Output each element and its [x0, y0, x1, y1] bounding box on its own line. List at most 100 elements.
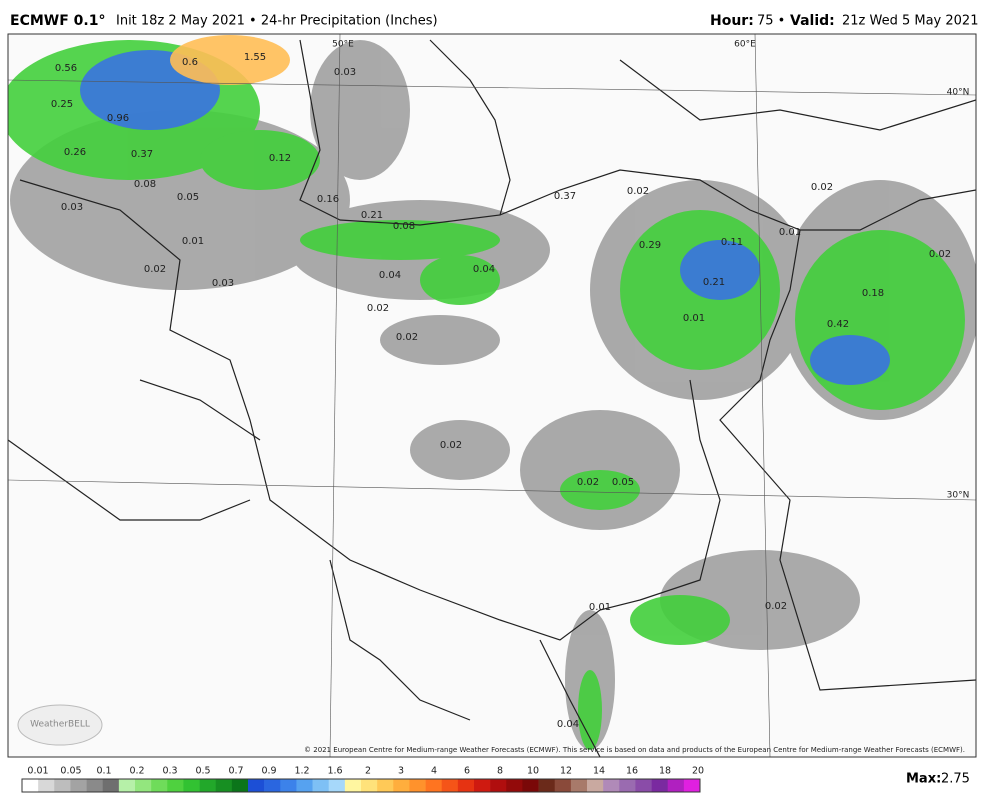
color-swatch	[312, 779, 330, 792]
color-swatch	[441, 779, 459, 792]
color-swatch	[587, 779, 604, 792]
color-swatch	[231, 779, 249, 792]
colorbar: 0.01 0.05 0.1 0.2 0.3 0.5 0.7 0.9 1.2 1.6 2 3 4 6 8 10 1…	[21, 766, 704, 793]
color-swatch	[344, 779, 362, 792]
precip-label: 0.96	[107, 113, 129, 124]
precip-label: 0.01	[779, 227, 801, 238]
color-swatch	[457, 779, 475, 792]
credit: © 2021 European Centre for Medium-range …	[304, 746, 965, 754]
colorbar-tick: 2	[365, 766, 371, 777]
colorbar-tick: 0.05	[60, 766, 81, 777]
color-swatch	[167, 779, 184, 792]
precip-label: 0.05	[612, 477, 634, 488]
color-swatch	[102, 779, 120, 792]
precip-label: 0.6	[182, 57, 198, 68]
precip-label: 0.02	[929, 249, 951, 260]
colorbar-tick: 6	[464, 766, 470, 777]
color-swatch	[199, 779, 217, 792]
color-swatch	[506, 779, 523, 792]
color-swatch	[215, 779, 233, 792]
color-swatch	[38, 779, 55, 792]
precip-label: 0.04	[379, 270, 401, 281]
valid: 21z Wed 5 May 2021	[842, 14, 978, 29]
colorbar-tick: 18	[659, 766, 671, 777]
precip-label: 0.03	[334, 67, 356, 78]
colorbar-tick: 0.5	[195, 766, 210, 777]
colorbar-tick: 0.9	[261, 766, 276, 777]
precip-label: 0.16	[317, 194, 339, 205]
color-swatch	[183, 779, 200, 792]
map-frame	[7, 33, 977, 758]
grid-label: 40°N	[947, 88, 970, 98]
precip-label: 0.02	[627, 186, 649, 197]
colorbar-tick: 1.2	[294, 766, 309, 777]
color-swatch	[86, 779, 104, 792]
precip-label: 0.01	[182, 236, 204, 247]
hour: 75 •	[757, 14, 785, 29]
precip-label: 0.01	[683, 313, 705, 324]
precip-label: 0.21	[703, 277, 725, 288]
precip-label: 0.12	[269, 153, 291, 164]
colorbar-tick: 3	[398, 766, 404, 777]
precip-label: 0.02	[811, 182, 833, 193]
precip-label: 0.02	[440, 440, 462, 451]
borders	[8, 39, 976, 757]
precip-label: 0.03	[212, 278, 234, 289]
precip-label: 0.04	[557, 719, 579, 730]
colorbar-tick: 10	[527, 766, 539, 777]
precip-label: 0.29	[639, 240, 661, 251]
grid-label: 60°E	[734, 40, 756, 50]
color-swatch	[280, 779, 297, 792]
color-swatch	[667, 779, 685, 792]
precip-label: 0.18	[862, 288, 884, 299]
precip-label: 0.02	[144, 264, 166, 275]
colorbar-tick: 0.7	[228, 766, 243, 777]
color-swatch	[619, 779, 636, 792]
precip-label: 0.08	[134, 179, 156, 190]
precip-label: 0.01	[589, 602, 611, 613]
precip-label: 1.55	[244, 52, 266, 63]
color-swatch	[328, 779, 346, 792]
color-swatch	[118, 779, 136, 792]
map-labels: 50°E 60°E 40°N 30°N 0.56 0.25 0.96 0.26 0.37 0.6 1…	[51, 40, 969, 731]
color-swatch	[522, 779, 539, 792]
color-swatch	[54, 779, 71, 792]
precip-label: 0.25	[51, 99, 73, 110]
grid-lines	[8, 34, 976, 757]
color-swatch	[554, 779, 572, 792]
color-swatch	[490, 779, 507, 792]
color-swatch	[474, 779, 491, 792]
map	[7, 33, 977, 758]
color-swatch	[538, 779, 556, 792]
precip-label: 0.42	[827, 319, 849, 330]
colorbar-tick: 16	[626, 766, 638, 777]
precip-label: 0.56	[55, 63, 77, 74]
color-swatch	[135, 779, 152, 792]
precip-orange	[170, 35, 290, 85]
color-swatch	[651, 779, 669, 792]
colorbar-tick: 1.6	[327, 766, 342, 777]
model: ECMWF 0.1°	[10, 13, 105, 29]
color-swatch	[264, 779, 281, 792]
colorbar-frame	[21, 778, 701, 793]
precip-label: 0.02	[396, 332, 418, 343]
color-swatch	[22, 779, 39, 792]
color-swatch	[377, 779, 394, 792]
color-swatch	[683, 779, 701, 792]
max: 2.75	[941, 772, 970, 787]
colorbar-tick: 20	[692, 766, 704, 777]
precip-label: 0.02	[367, 303, 389, 314]
colorbar-tick: 14	[593, 766, 605, 777]
colorbar-tick: 0.3	[162, 766, 177, 777]
color-swatch	[361, 779, 378, 792]
color-swatch	[409, 779, 426, 792]
color-swatch	[570, 779, 588, 792]
precip-label: 0.21	[361, 210, 383, 221]
color-swatch	[151, 779, 168, 792]
max-label: Max:	[906, 772, 941, 787]
color-swatch	[393, 779, 410, 792]
colorbar-tick: 8	[497, 766, 503, 777]
color-swatch	[248, 779, 265, 792]
color-swatch	[603, 779, 620, 792]
